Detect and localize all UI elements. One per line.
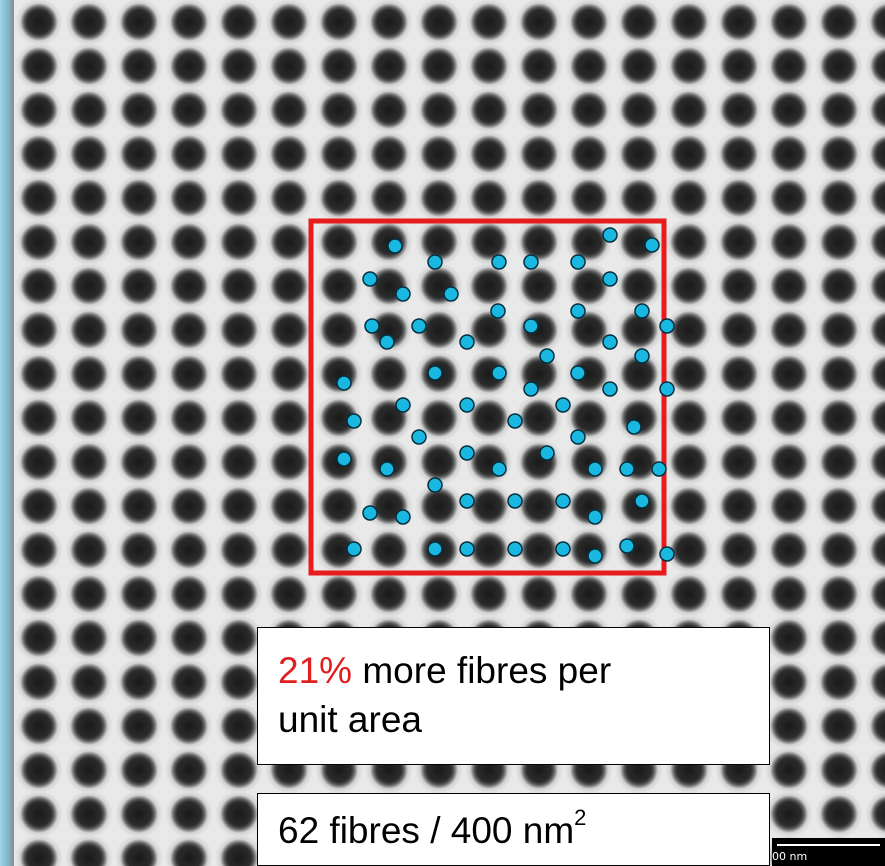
fibre-marker — [523, 381, 539, 397]
count-box: 62 fibres / 400 nm2 — [257, 793, 770, 866]
scale-bar-line — [777, 844, 880, 846]
fibre-marker — [659, 318, 675, 334]
fibre-marker — [619, 538, 635, 554]
fibre-marker — [523, 254, 539, 270]
fibre-marker — [602, 381, 618, 397]
fibre-marker — [644, 237, 660, 253]
fibre-marker — [459, 493, 475, 509]
fibre-marker — [491, 461, 507, 477]
region-of-interest-box — [308, 218, 667, 576]
fibre-marker — [634, 303, 650, 319]
fibre-marker — [346, 413, 362, 429]
fibre-marker — [602, 334, 618, 350]
callout-percent: 21% — [278, 650, 353, 691]
fibre-marker — [539, 445, 555, 461]
fibre-marker — [587, 509, 603, 525]
count-superscript: 2 — [574, 805, 587, 830]
fibre-marker — [570, 365, 586, 381]
fibre-marker — [362, 271, 378, 287]
fibre-marker — [555, 493, 571, 509]
fibre-marker — [539, 348, 555, 364]
fibre-marker — [364, 318, 380, 334]
fibre-marker — [346, 541, 362, 557]
fibre-marker — [427, 477, 443, 493]
fibre-marker — [587, 548, 603, 564]
scale-bar: 00 nm — [772, 838, 885, 866]
fibre-marker — [379, 334, 395, 350]
fibre-marker — [411, 318, 427, 334]
fibre-marker — [619, 461, 635, 477]
fibre-marker — [570, 429, 586, 445]
fibre-marker — [570, 303, 586, 319]
fibre-marker — [626, 419, 642, 435]
fibre-marker — [459, 445, 475, 461]
fibre-marker — [659, 546, 675, 562]
fibre-marker — [336, 451, 352, 467]
fibre-marker — [651, 461, 667, 477]
fibre-marker — [523, 318, 539, 334]
callout-text-line2: unit area — [278, 699, 422, 740]
fibre-marker — [459, 334, 475, 350]
fibre-marker — [555, 397, 571, 413]
callout-box: 21% more fibres per unit area — [257, 627, 770, 765]
fibre-marker — [555, 541, 571, 557]
fibre-marker — [336, 375, 352, 391]
fibre-markers — [336, 227, 675, 564]
fibre-marker — [602, 227, 618, 243]
fibre-marker — [443, 286, 459, 302]
fibre-marker — [570, 254, 586, 270]
left-edge-strip — [0, 0, 14, 866]
fibre-marker — [427, 254, 443, 270]
fibre-marker — [459, 541, 475, 557]
fibre-marker — [395, 397, 411, 413]
fibre-marker — [362, 505, 378, 521]
fibre-marker — [634, 348, 650, 364]
fibre-marker — [395, 509, 411, 525]
fibre-marker — [427, 541, 443, 557]
fibre-marker — [387, 238, 403, 254]
fibre-marker — [602, 271, 618, 287]
fibre-marker — [587, 461, 603, 477]
fibre-marker — [507, 413, 523, 429]
fibre-marker — [395, 286, 411, 302]
fibre-marker — [659, 381, 675, 397]
fibre-marker — [459, 397, 475, 413]
callout-text-line1: more fibres per — [362, 650, 612, 691]
fibre-marker — [379, 461, 395, 477]
fibre-marker — [507, 541, 523, 557]
fibre-marker — [427, 365, 443, 381]
fibre-marker — [411, 429, 427, 445]
fibre-marker — [634, 493, 650, 509]
fibre-marker — [490, 303, 506, 319]
scale-bar-label: 00 nm — [772, 850, 808, 863]
fibre-marker — [491, 365, 507, 381]
fibre-marker — [507, 493, 523, 509]
count-text: 62 fibres / 400 nm — [278, 810, 575, 851]
fibre-marker — [491, 254, 507, 270]
